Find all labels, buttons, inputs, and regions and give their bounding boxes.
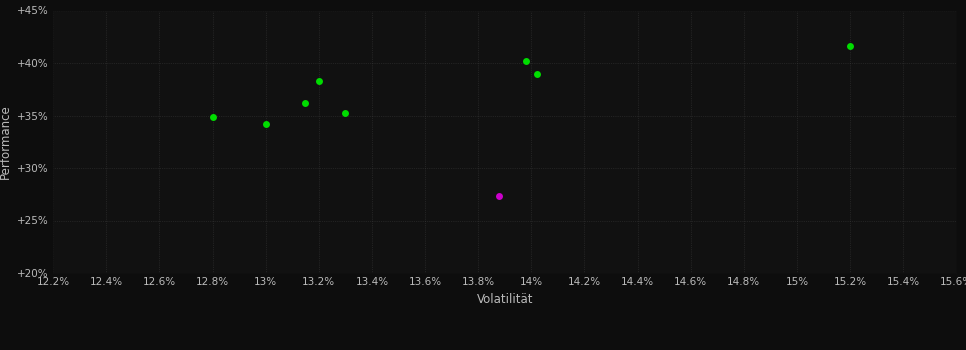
Point — [528, 71, 544, 76]
X-axis label: Volatilität: Volatilität — [476, 293, 533, 306]
Point — [338, 111, 354, 116]
Y-axis label: Performance: Performance — [0, 104, 12, 179]
Point — [258, 121, 273, 127]
Point — [205, 114, 220, 119]
Point — [311, 78, 327, 84]
Point — [842, 43, 858, 49]
Point — [492, 194, 507, 199]
Point — [519, 58, 534, 64]
Point — [298, 100, 313, 106]
